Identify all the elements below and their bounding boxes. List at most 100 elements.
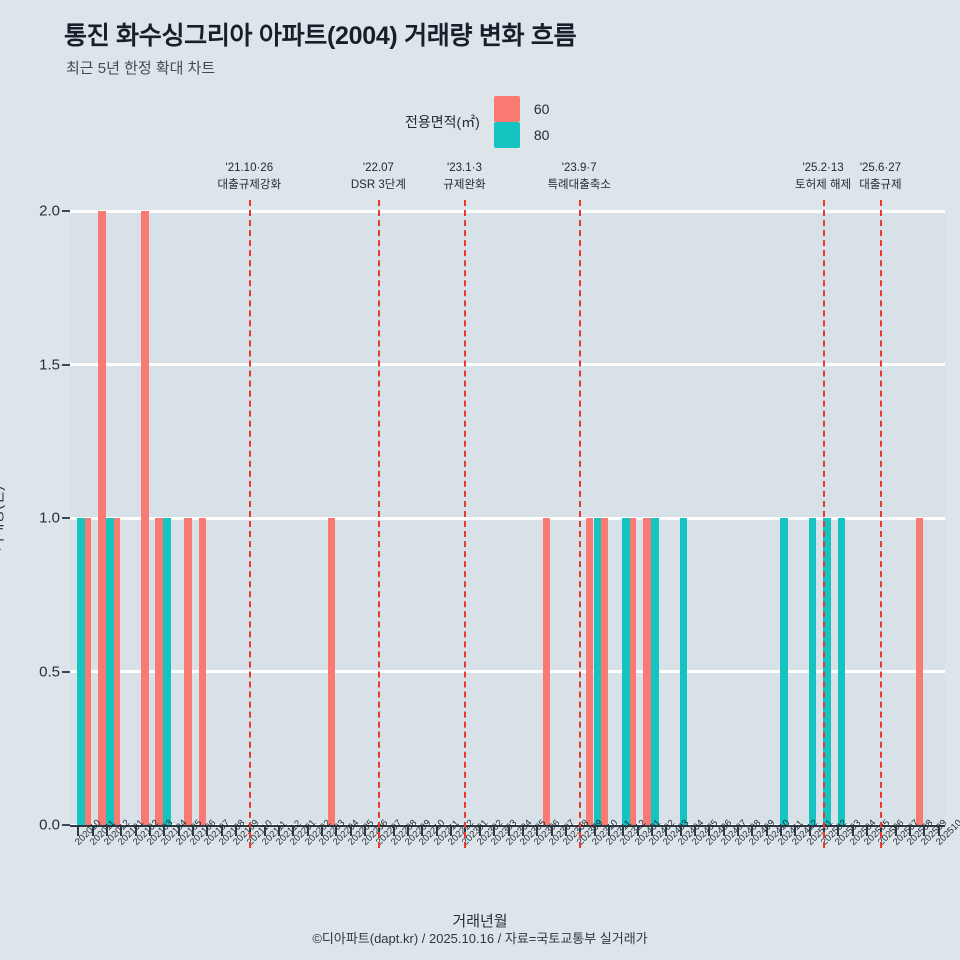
legend-title: 전용면적(㎡) bbox=[405, 114, 480, 130]
gridline bbox=[70, 516, 945, 520]
x-tick-mark bbox=[665, 825, 668, 836]
x-tick-mark bbox=[349, 825, 352, 836]
bar[interactable] bbox=[155, 518, 164, 825]
bar[interactable] bbox=[679, 518, 688, 825]
x-tick-mark bbox=[220, 825, 223, 836]
plot-area bbox=[70, 209, 945, 827]
x-tick-mark bbox=[177, 825, 180, 836]
y-tick-mark bbox=[62, 363, 70, 366]
x-tick-mark bbox=[937, 825, 940, 836]
event-marker-line bbox=[464, 200, 467, 848]
bar[interactable] bbox=[622, 518, 630, 825]
page-title: 통진 화수싱그리아 아파트(2004) 거래량 변화 흐름 bbox=[64, 22, 577, 50]
x-tick-mark bbox=[263, 825, 266, 836]
y-tick-mark bbox=[62, 670, 70, 673]
bar[interactable] bbox=[823, 518, 831, 825]
x-tick-mark bbox=[909, 825, 912, 836]
event-description: 특례대출축소 bbox=[547, 179, 611, 192]
bar[interactable] bbox=[915, 518, 924, 825]
x-tick-mark bbox=[292, 825, 295, 836]
bar[interactable] bbox=[837, 518, 846, 825]
x-tick-mark bbox=[622, 825, 625, 836]
legend-swatch-icon bbox=[493, 96, 520, 122]
x-tick-mark bbox=[837, 825, 840, 836]
x-tick-mark bbox=[851, 825, 854, 836]
bar[interactable] bbox=[651, 518, 659, 825]
event-date: '25.2·13 bbox=[802, 162, 844, 174]
x-tick-mark bbox=[765, 825, 768, 836]
x-tick-mark bbox=[636, 825, 639, 836]
x-axis-label: 거래년월 bbox=[452, 913, 508, 930]
x-tick-mark bbox=[478, 825, 481, 836]
x-tick-mark bbox=[521, 825, 524, 836]
bar[interactable] bbox=[198, 518, 207, 825]
x-tick-mark bbox=[923, 825, 926, 836]
x-tick-mark bbox=[321, 825, 324, 836]
legend-item-80[interactable]: 80 bbox=[493, 122, 550, 148]
bar[interactable] bbox=[628, 518, 637, 825]
x-tick-mark bbox=[191, 825, 194, 836]
legend-swatch-icon bbox=[493, 122, 520, 148]
event-annotation: '23.1·3 규제완화 bbox=[443, 160, 485, 195]
event-marker-line bbox=[823, 200, 826, 848]
event-marker-line bbox=[579, 200, 582, 848]
x-tick-mark bbox=[564, 825, 567, 836]
x-tick-mark bbox=[650, 825, 653, 836]
event-description: DSR 3단계 bbox=[350, 179, 406, 192]
legend: 전용면적(㎡) 60 80 bbox=[405, 96, 567, 148]
bar[interactable] bbox=[542, 518, 551, 825]
bar[interactable] bbox=[98, 211, 106, 825]
bar[interactable] bbox=[780, 518, 788, 825]
event-marker-line bbox=[249, 200, 252, 848]
legend-item-label: 80 bbox=[533, 127, 550, 143]
event-date: '23.1·3 bbox=[447, 162, 482, 174]
x-tick-mark bbox=[536, 825, 539, 836]
event-annotation: '25.6·27 대출규제 bbox=[859, 160, 901, 195]
y-tick-mark bbox=[62, 517, 70, 519]
bar[interactable] bbox=[600, 518, 608, 825]
event-marker-line bbox=[880, 200, 883, 848]
event-annotation: '21.10·26 대출규제강화 bbox=[218, 160, 281, 195]
bar[interactable] bbox=[643, 518, 651, 825]
x-tick-mark bbox=[722, 825, 725, 836]
bar[interactable] bbox=[808, 518, 817, 825]
x-tick-mark bbox=[693, 825, 696, 836]
bar[interactable] bbox=[585, 518, 594, 825]
gridline bbox=[70, 209, 945, 213]
gridline bbox=[70, 363, 945, 366]
x-tick-mark bbox=[550, 825, 553, 836]
bar[interactable] bbox=[141, 211, 149, 825]
bar[interactable] bbox=[163, 518, 171, 825]
bar[interactable] bbox=[106, 518, 114, 825]
legend-item-60[interactable]: 60 bbox=[493, 96, 549, 122]
x-tick-mark bbox=[206, 825, 209, 836]
y-tick-mark bbox=[62, 210, 70, 212]
x-tick-mark bbox=[593, 825, 596, 836]
bar[interactable] bbox=[327, 518, 336, 825]
event-marker-line bbox=[378, 200, 381, 848]
x-tick-mark bbox=[450, 825, 453, 836]
event-annotation: '22.07 DSR 3단계 bbox=[351, 160, 406, 195]
x-tick-mark bbox=[91, 825, 94, 836]
event-annotation: '23.9·7 특례대출축소 bbox=[547, 160, 610, 195]
y-axis: 0.0 0.5 1.0 1.5 2.0 bbox=[0, 203, 70, 834]
event-date: '22.07 bbox=[362, 162, 394, 174]
bar[interactable] bbox=[77, 518, 85, 825]
x-tick-mark bbox=[148, 825, 151, 836]
y-tick-label: 1.0 bbox=[39, 509, 60, 527]
x-tick-mark bbox=[751, 825, 754, 836]
x-tick-mark bbox=[794, 825, 797, 836]
event-date: '21.10·26 bbox=[225, 162, 274, 174]
x-tick-mark bbox=[407, 825, 410, 836]
x-tick-mark bbox=[163, 825, 166, 836]
bar[interactable] bbox=[112, 518, 121, 825]
event-annotation: '25.2·13 토허제 해제 bbox=[795, 160, 851, 195]
page-subtitle: 최근 5년 한정 확대 차트 bbox=[66, 60, 216, 77]
bar[interactable] bbox=[593, 518, 602, 825]
x-tick-mark bbox=[335, 825, 338, 836]
x-tick-mark bbox=[737, 825, 739, 836]
x-tick-mark bbox=[120, 825, 123, 836]
bar[interactable] bbox=[184, 518, 192, 825]
y-tick-label: 1.5 bbox=[39, 356, 60, 373]
bar[interactable] bbox=[83, 518, 92, 825]
